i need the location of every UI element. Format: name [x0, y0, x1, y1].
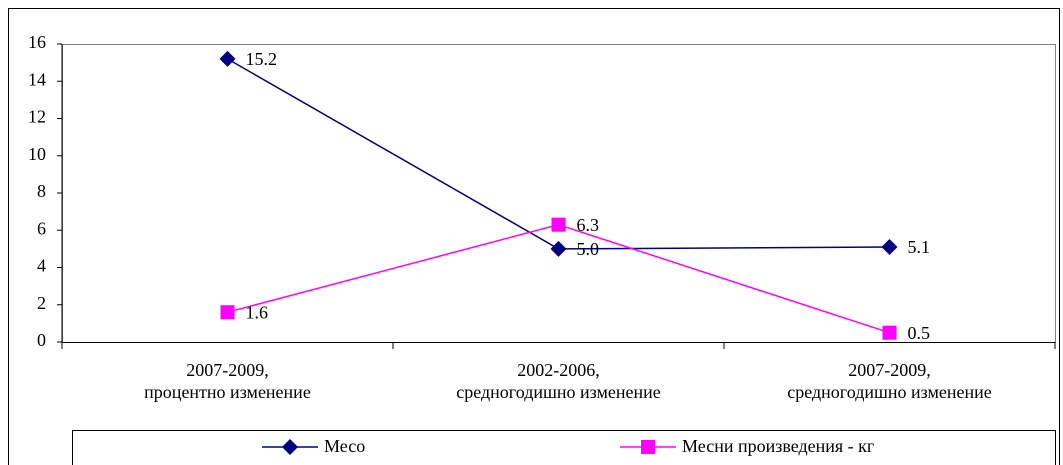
y-tick-label: 4 — [37, 256, 46, 276]
data-point — [550, 240, 567, 257]
y-tick-label: 0 — [37, 330, 46, 350]
data-point — [882, 325, 897, 340]
legend-marker — [641, 440, 655, 454]
data-label: 5.1 — [908, 237, 931, 257]
y-tick-label: 6 — [37, 218, 46, 238]
data-label: 6.3 — [577, 215, 600, 235]
data-point — [881, 239, 898, 256]
data-point — [219, 50, 236, 67]
chart-border — [8, 8, 1060, 465]
y-tick-label: 10 — [28, 144, 46, 164]
data-label: 15.2 — [246, 49, 278, 69]
x-tick-label: 2002-2006, средногодишно изменение — [456, 360, 661, 402]
data-label: 0.5 — [908, 323, 931, 343]
y-tick-label: 8 — [37, 181, 46, 201]
y-tick-label: 12 — [28, 107, 46, 127]
data-label: 5.0 — [577, 239, 600, 259]
plot-border — [62, 44, 1056, 343]
data-point — [551, 217, 566, 232]
x-tick-label: 2007-2009, средногодишно изменение — [787, 360, 992, 402]
y-tick-label: 14 — [28, 69, 46, 89]
data-point — [220, 305, 235, 320]
legend-marker — [282, 439, 298, 455]
legend-box — [72, 430, 1056, 465]
y-tick-label: 16 — [28, 32, 46, 52]
legend-label: Месни произведения - кг — [682, 436, 874, 456]
data-label: 1.6 — [246, 302, 269, 322]
x-tick-label: 2007-2009, процентно изменение — [144, 360, 311, 402]
y-tick-label: 2 — [37, 293, 46, 313]
series-line — [227, 223, 890, 334]
legend-label: Месо — [324, 436, 365, 456]
